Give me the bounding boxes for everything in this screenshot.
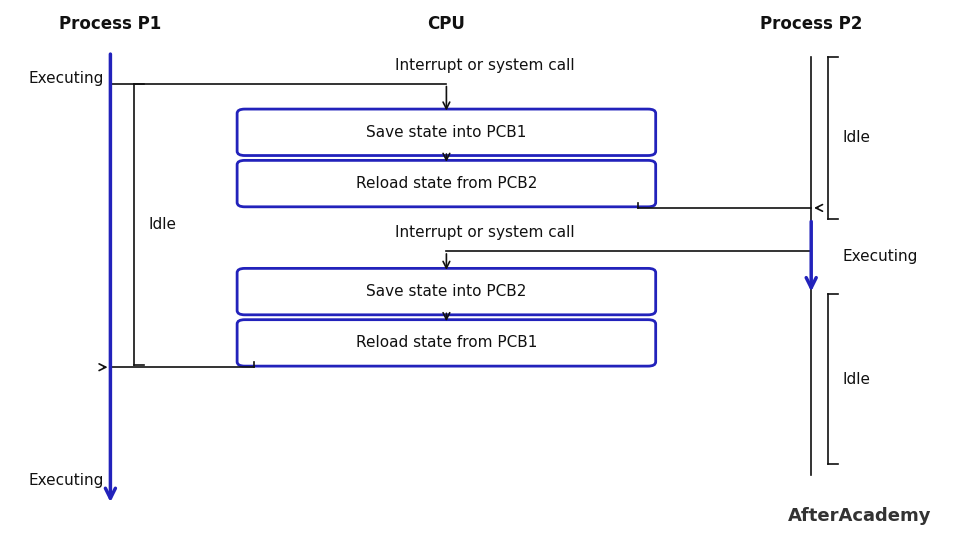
Text: Interrupt or system call: Interrupt or system call (395, 225, 575, 240)
Text: Save state into PCB1: Save state into PCB1 (366, 125, 527, 140)
Text: Save state into PCB2: Save state into PCB2 (366, 284, 527, 299)
Text: Idle: Idle (843, 372, 871, 387)
Text: CPU: CPU (427, 15, 466, 33)
Text: Idle: Idle (843, 130, 871, 145)
FancyBboxPatch shape (237, 320, 656, 366)
Text: Process P1: Process P1 (60, 15, 161, 33)
Text: Process P2: Process P2 (760, 15, 862, 33)
Text: Executing: Executing (29, 71, 105, 86)
FancyBboxPatch shape (237, 268, 656, 315)
Text: Reload state from PCB1: Reload state from PCB1 (356, 335, 537, 350)
Text: Reload state from PCB2: Reload state from PCB2 (356, 176, 537, 191)
Text: Interrupt or system call: Interrupt or system call (395, 58, 575, 73)
Text: Executing: Executing (843, 249, 919, 264)
FancyBboxPatch shape (237, 160, 656, 207)
Text: AfterAcademy: AfterAcademy (787, 507, 931, 525)
Text: Executing: Executing (29, 473, 105, 488)
FancyBboxPatch shape (237, 109, 656, 156)
Text: Idle: Idle (149, 217, 177, 232)
